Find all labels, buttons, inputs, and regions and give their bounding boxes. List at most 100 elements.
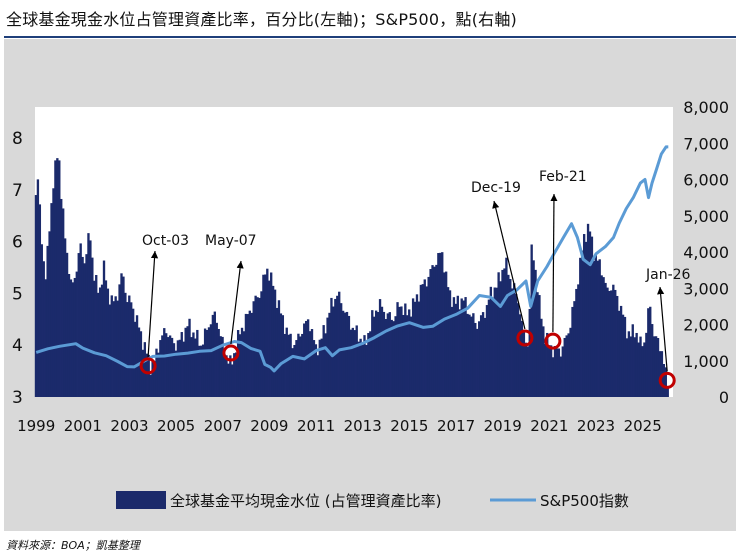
cash-level-bar bbox=[462, 300, 465, 397]
cash-level-bar bbox=[450, 306, 454, 397]
cash-level-bar bbox=[244, 313, 248, 397]
cash-level-bar bbox=[126, 302, 129, 397]
cash-level-bar bbox=[664, 367, 667, 397]
cash-level-bar bbox=[557, 348, 561, 397]
cash-level-bar bbox=[398, 306, 401, 397]
cash-level-bar bbox=[273, 289, 277, 397]
cash-level-bar bbox=[658, 351, 662, 397]
cash-level-bar bbox=[168, 335, 172, 397]
cash-level-bar bbox=[602, 277, 605, 397]
cash-level-bar bbox=[268, 280, 271, 397]
cash-level-bar bbox=[553, 346, 557, 397]
cash-level-bar bbox=[402, 314, 405, 397]
x-axis-tick: 1999 bbox=[17, 417, 55, 435]
cash-level-bar bbox=[336, 295, 339, 397]
cash-level-bar bbox=[112, 301, 115, 397]
cash-level-bar bbox=[301, 333, 304, 397]
cash-level-bar bbox=[93, 280, 96, 397]
cash-level-bar bbox=[495, 287, 498, 397]
cash-level-bar bbox=[581, 250, 584, 397]
cash-level-bar bbox=[614, 289, 617, 397]
cash-level-bar bbox=[448, 290, 452, 397]
cash-level-bar bbox=[326, 317, 329, 397]
cash-level-bar bbox=[124, 292, 127, 397]
cash-level-bar bbox=[623, 316, 627, 397]
cash-level-bar bbox=[590, 236, 594, 397]
cash-level-bar bbox=[79, 243, 82, 397]
cash-level-bar bbox=[415, 294, 419, 397]
cash-level-bar bbox=[260, 291, 263, 397]
annotation-arrow bbox=[147, 250, 159, 357]
annotation-arrow bbox=[657, 286, 668, 372]
right-axis-tick: 7,000 bbox=[683, 134, 729, 153]
cash-level-bar bbox=[106, 288, 110, 397]
cash-level-bar bbox=[419, 284, 423, 397]
cash-level-bar bbox=[435, 264, 438, 397]
cash-level-bar bbox=[652, 336, 656, 397]
cash-level-bar bbox=[516, 303, 520, 397]
cash-level-bar bbox=[69, 279, 73, 397]
left-axis-tick: 5 bbox=[12, 284, 23, 304]
cash-level-bar bbox=[198, 345, 201, 397]
cash-level-bar bbox=[460, 298, 463, 397]
cash-level-bar bbox=[361, 344, 364, 397]
annotation-label: Oct-03 bbox=[142, 233, 189, 249]
cash-level-bar bbox=[110, 295, 113, 397]
left-axis-tick: 6 bbox=[12, 233, 23, 253]
cash-level-bar bbox=[487, 299, 491, 397]
cash-level-bar bbox=[359, 338, 362, 397]
cash-level-bar bbox=[120, 273, 123, 397]
cash-level-bar bbox=[443, 272, 446, 397]
cash-level-bar bbox=[631, 324, 634, 397]
cash-level-bar bbox=[186, 326, 189, 397]
cash-level-bar bbox=[116, 300, 119, 397]
x-axis-tick: 2009 bbox=[250, 417, 288, 435]
cash-level-bar bbox=[48, 231, 51, 397]
cash-level-bar bbox=[318, 339, 321, 397]
cash-level-bar bbox=[530, 244, 533, 397]
cash-level-bar bbox=[507, 274, 510, 397]
cash-level-bar bbox=[62, 208, 65, 397]
cash-level-bar bbox=[225, 355, 228, 397]
cash-level-bar bbox=[347, 315, 351, 397]
cash-level-bar bbox=[343, 312, 347, 397]
cash-level-bar bbox=[277, 300, 281, 397]
cash-level-bar bbox=[52, 188, 55, 397]
cash-level-bar bbox=[132, 308, 135, 397]
cash-level-bar bbox=[509, 279, 512, 397]
right-axis-tick: 4,000 bbox=[683, 243, 729, 262]
cash-level-bar bbox=[458, 309, 461, 397]
cash-level-bar bbox=[130, 302, 133, 397]
cash-level-bar bbox=[481, 312, 485, 397]
cash-level-bar bbox=[425, 286, 428, 397]
cash-level-bar bbox=[363, 335, 366, 397]
cash-level-bar bbox=[194, 338, 197, 397]
dual-axis-chart: Oct-03 May-07 Dec-19 Feb-21 Jan-26 3 4 5 6 7 8 0 1… bbox=[12, 98, 729, 510]
annotation-marker bbox=[139, 357, 157, 375]
cash-level-bar bbox=[178, 339, 181, 397]
cash-level-bar bbox=[561, 346, 564, 397]
cash-level-bar bbox=[203, 328, 207, 397]
cash-level-bar bbox=[77, 253, 80, 397]
x-axis-tick: 2001 bbox=[64, 417, 102, 435]
cash-level-bar bbox=[351, 327, 354, 397]
cash-level-bar bbox=[299, 336, 302, 397]
source-note: 資料來源：BOA；凱基整理 bbox=[6, 539, 140, 552]
cash-level-bar bbox=[118, 284, 121, 397]
cash-level-bar bbox=[476, 328, 479, 397]
cash-level-bar bbox=[316, 355, 320, 397]
cash-level-bar bbox=[285, 327, 288, 397]
cash-level-bar bbox=[314, 344, 318, 397]
cash-level-bar bbox=[444, 271, 448, 397]
annotation-arrow bbox=[550, 193, 558, 333]
cash-level-bar bbox=[38, 204, 42, 397]
cash-level-bar bbox=[293, 344, 296, 397]
cash-level-bar bbox=[586, 223, 590, 397]
cash-level-bar bbox=[616, 295, 619, 397]
cash-level-bar bbox=[223, 354, 226, 397]
cash-level-bar bbox=[264, 274, 267, 397]
legend-bar-swatch bbox=[116, 491, 166, 509]
right-axis-ticks: 0 1,000 2,000 3,000 4,000 5,000 6,000 7,000 8,00… bbox=[683, 98, 729, 407]
cash-level-bar bbox=[98, 287, 102, 397]
cash-level-bar bbox=[592, 260, 596, 397]
